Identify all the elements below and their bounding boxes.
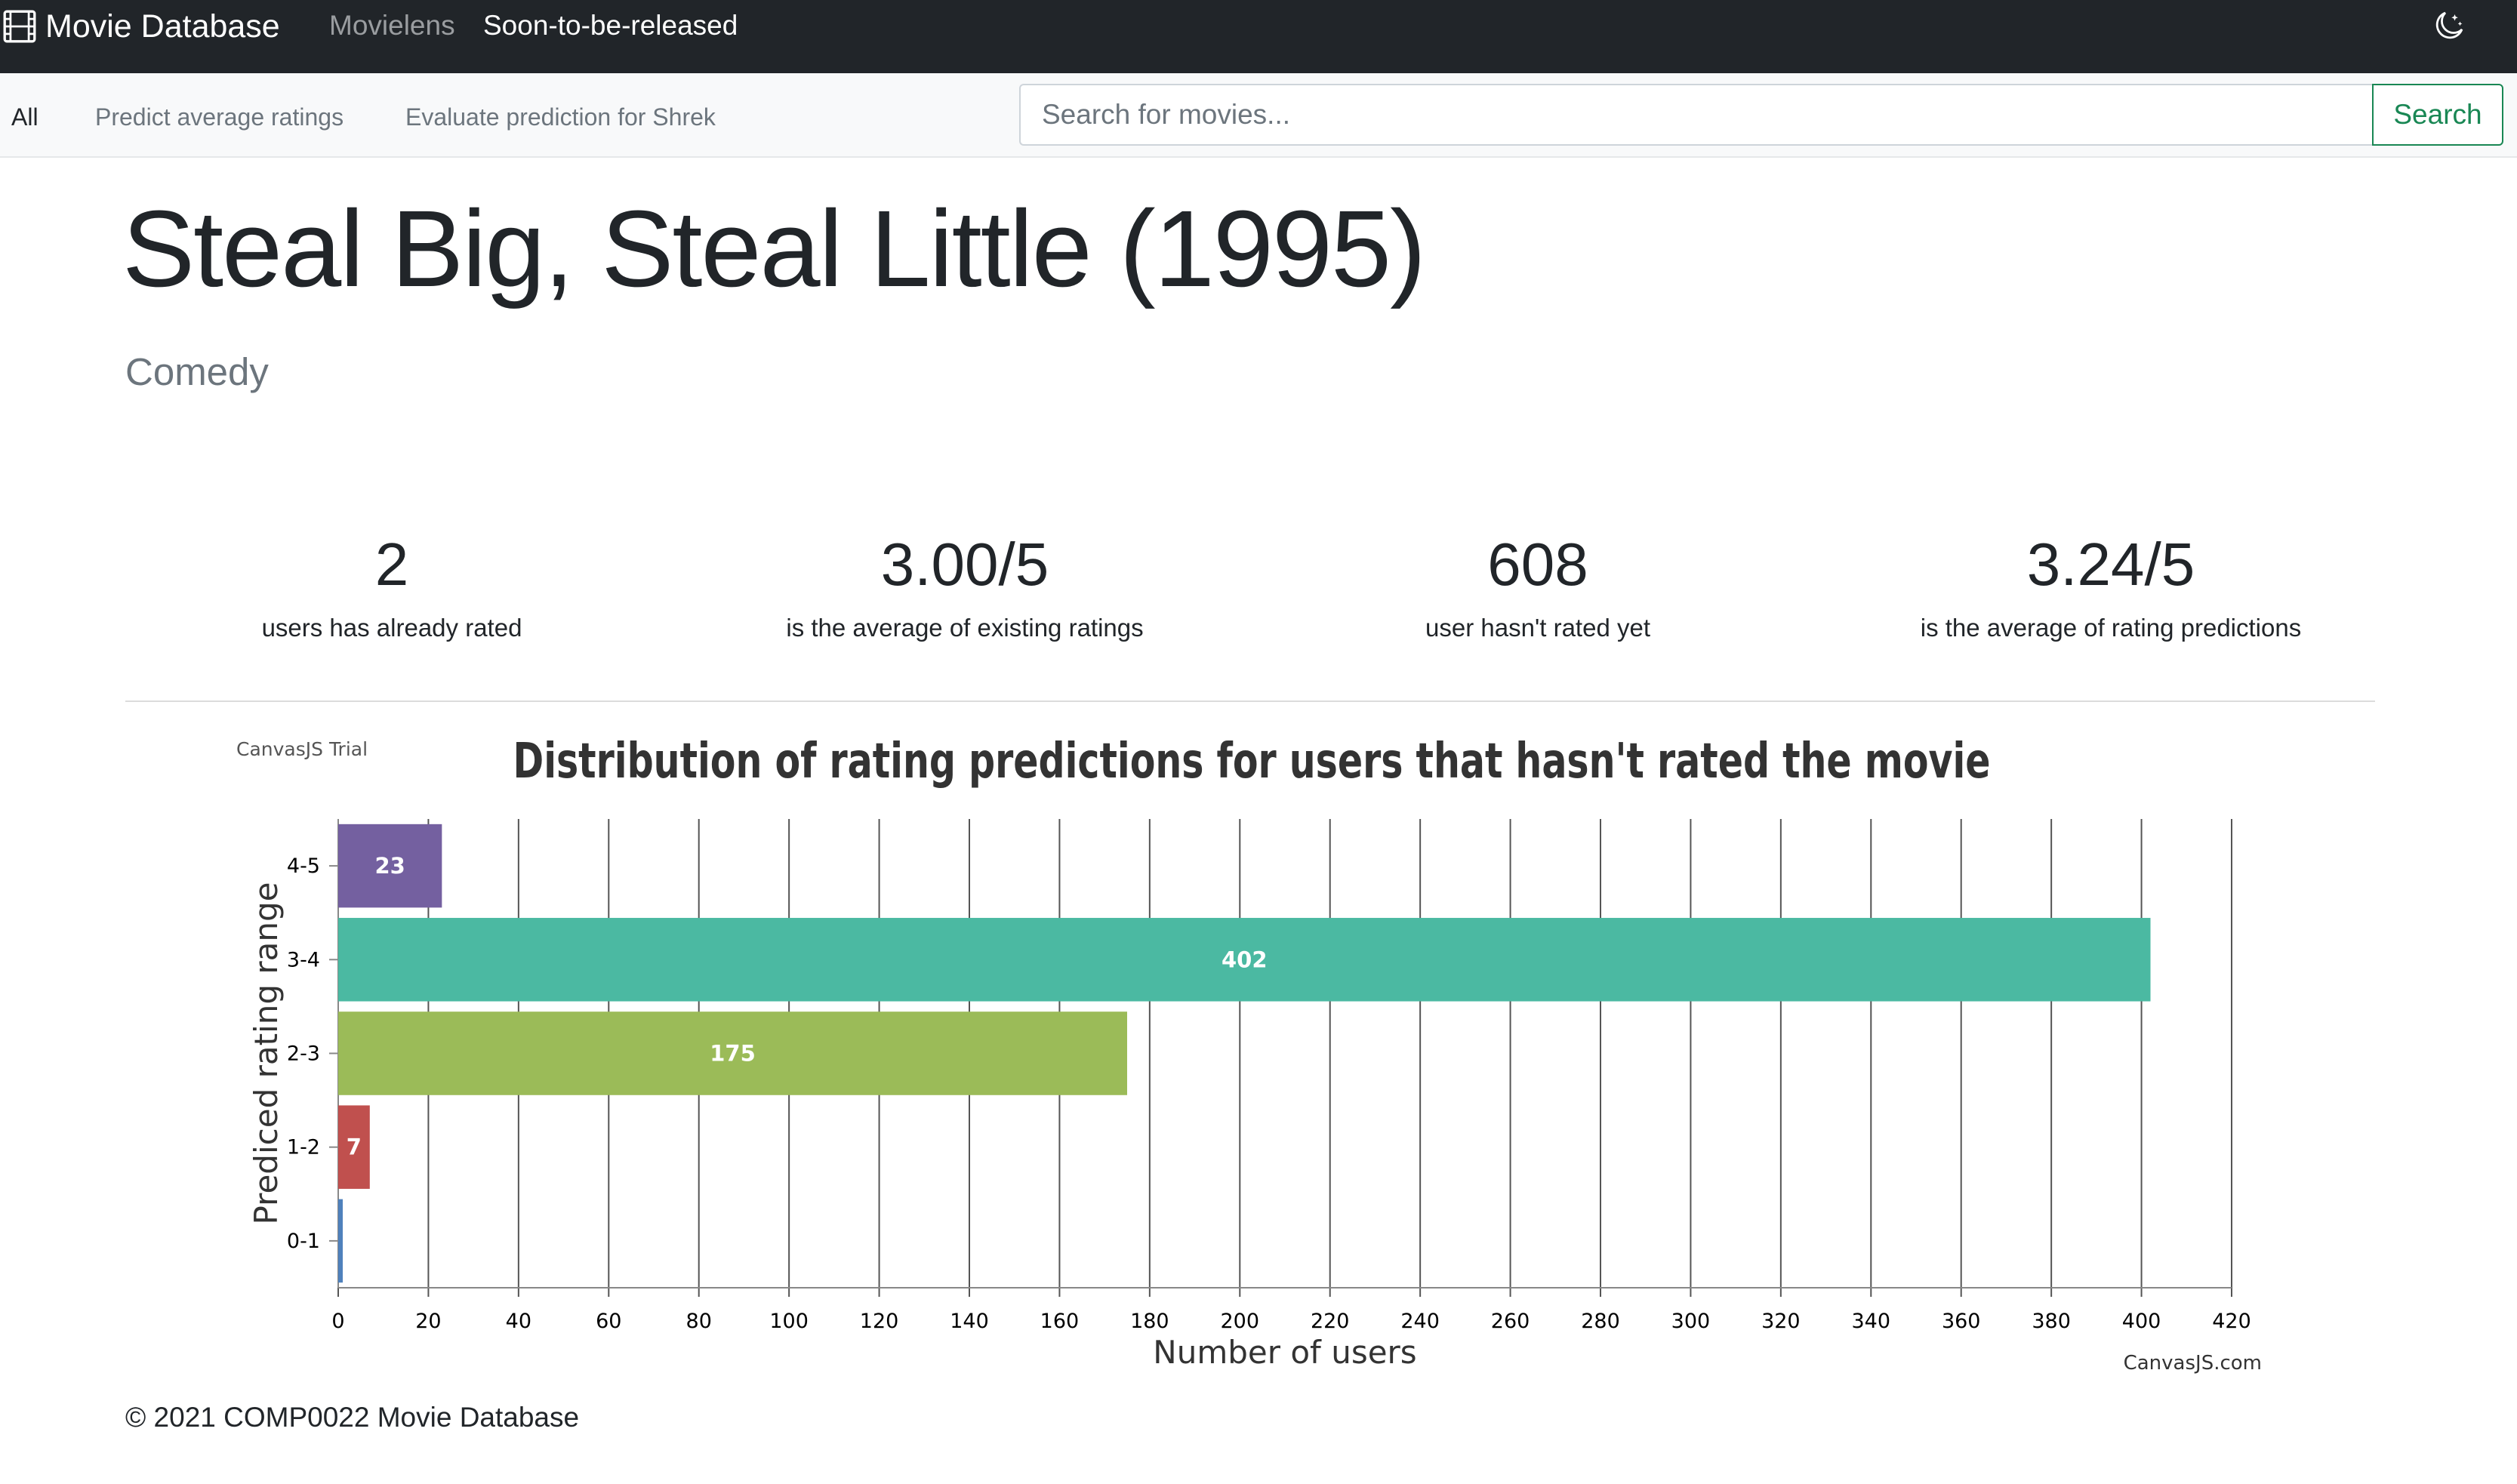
x-tick-label: 40: [506, 1310, 531, 1333]
stat-average-existing: 3.00/5 is the average of existing rating…: [678, 528, 1252, 645]
bar-3-4: [338, 918, 2151, 1002]
y-tick-label: 0-1: [287, 1230, 320, 1253]
x-tick-label: 0: [331, 1310, 344, 1333]
tab-predict-average-ratings[interactable]: Predict average ratings: [95, 103, 344, 131]
bar-2-3: [338, 1011, 1127, 1095]
stat-users-not-rated: 608 user hasn't rated yet: [1251, 528, 1825, 645]
film-icon: [3, 10, 36, 43]
stat-label: is the average of existing ratings: [786, 614, 1144, 642]
x-tick-label: 60: [596, 1310, 621, 1333]
nav-link-movielens[interactable]: Movielens: [329, 10, 455, 41]
top-navbar: Movie Database Movielens Soon-to-be-rele…: [0, 0, 2517, 73]
search-button[interactable]: Search: [2372, 84, 2503, 146]
stat-label: users has already rated: [261, 614, 522, 642]
stat-label: user hasn't rated yet: [1425, 614, 1650, 642]
data-label: 7: [347, 1135, 362, 1160]
x-tick-label: 340: [1852, 1310, 1891, 1333]
x-tick-label: 80: [686, 1310, 712, 1333]
tab-evaluate-prediction-shrek[interactable]: Evaluate prediction for Shrek: [405, 103, 716, 131]
x-tick-label: 240: [1400, 1310, 1440, 1333]
x-tick-label: 360: [1942, 1310, 1981, 1333]
x-tick-label: 300: [1671, 1310, 1711, 1333]
stat-value: 608: [1487, 531, 1588, 598]
y-axis-title: Prediced rating range: [248, 882, 285, 1225]
divider: [125, 700, 2375, 702]
x-tick-label: 420: [2212, 1310, 2251, 1333]
x-tick-label: 400: [2122, 1310, 2161, 1333]
bar-4-5: [338, 824, 442, 908]
stat-value: 3.00/5: [880, 531, 1049, 598]
brand-label: Movie Database: [45, 8, 280, 45]
x-tick-label: 220: [1311, 1310, 1350, 1333]
rating-distribution-chart: CanvasJS Trial Distribution of rating pre…: [236, 734, 2262, 1375]
data-label: 175: [710, 1041, 756, 1067]
y-tick-label: 1-2: [287, 1136, 320, 1159]
data-label: 23: [374, 853, 405, 879]
x-tick-label: 100: [769, 1310, 809, 1333]
stat-users-rated: 2 users has already rated: [105, 528, 679, 645]
stat-value: 3.24/5: [2026, 531, 2195, 598]
y-tick-label: 2-3: [287, 1042, 320, 1066]
secondary-navbar: All Predict average ratings Evaluate pre…: [0, 73, 2517, 158]
stat-value: 2: [374, 531, 409, 598]
tab-all[interactable]: All: [11, 103, 39, 131]
x-tick-label: 260: [1491, 1310, 1530, 1333]
page-title: Steal Big, Steal Little (1995): [122, 188, 1426, 309]
chart-title: Distribution of rating predictions for u…: [513, 734, 1991, 790]
x-tick-label: 200: [1221, 1310, 1260, 1333]
x-tick-label: 160: [1040, 1310, 1080, 1333]
stat-average-predictions: 3.24/5 is the average of rating predicti…: [1824, 528, 2398, 645]
y-tick-label: 4-5: [287, 854, 320, 878]
x-tick-label: 320: [1761, 1310, 1801, 1333]
bar-0-1: [338, 1199, 343, 1283]
nav-link-soon-to-be-released[interactable]: Soon-to-be-released: [483, 10, 738, 41]
data-label: 402: [1222, 947, 1268, 972]
x-axis-title: Number of users: [1153, 1334, 1416, 1371]
search-input[interactable]: [1019, 84, 2372, 146]
moon-stars-icon[interactable]: [2434, 11, 2464, 41]
footer-copyright: © 2021 COMP0022 Movie Database: [125, 1402, 580, 1433]
y-tick-label: 3-4: [287, 948, 320, 971]
x-tick-label: 20: [415, 1310, 441, 1333]
x-tick-label: 280: [1581, 1310, 1620, 1333]
bar-1-2: [338, 1105, 370, 1189]
x-tick-label: 180: [1130, 1310, 1169, 1333]
x-tick-label: 380: [2032, 1310, 2071, 1333]
chart-watermark-bottom: CanvasJS.com: [2124, 1352, 2262, 1375]
x-tick-label: 120: [860, 1310, 899, 1333]
brand-link[interactable]: Movie Database: [3, 8, 280, 45]
stat-label: is the average of rating predictions: [1920, 614, 2302, 642]
movie-genre: Comedy: [125, 350, 269, 393]
x-tick-label: 140: [950, 1310, 989, 1333]
chart-watermark-top: CanvasJS Trial: [236, 738, 368, 760]
